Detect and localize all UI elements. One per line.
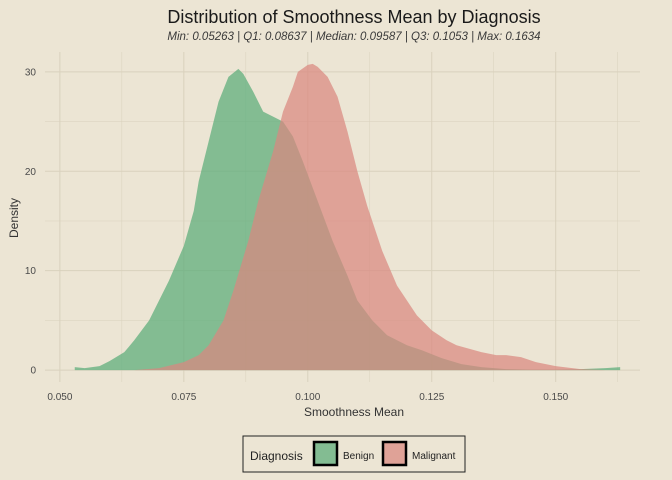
y-axis-ticks: 0 10 20 30	[25, 67, 37, 376]
y-tick-label: 0	[30, 366, 36, 377]
x-tick-label: 0.125	[419, 392, 444, 403]
legend-title: Diagnosis	[250, 449, 303, 463]
legend: Diagnosis Benign Malignant	[242, 435, 466, 473]
y-tick-label: 10	[25, 266, 37, 277]
density-areas	[74, 63, 621, 371]
chart-title: Distribution of Smoothness Mean by Diagn…	[167, 7, 540, 27]
y-tick-label: 30	[25, 67, 37, 78]
x-tick-label: 0.050	[47, 392, 72, 403]
chart-subtitle: Min: 0.05263 | Q1: 0.08637 | Median: 0.0…	[167, 31, 540, 43]
density-area-benign	[74, 68, 621, 371]
legend-key-malignant	[381, 440, 408, 467]
x-tick-label: 0.150	[543, 392, 568, 403]
x-tick-label: 0.100	[295, 392, 320, 403]
legend-label-benign: Benign	[343, 451, 374, 462]
x-tick-label: 0.075	[171, 392, 196, 403]
y-axis-title: Density	[7, 198, 21, 238]
legend-box	[242, 435, 466, 473]
legend-key-benign	[312, 440, 339, 467]
legend-label-malignant: Malignant	[412, 451, 456, 462]
density-area-malignant	[134, 63, 606, 371]
y-tick-label: 20	[25, 167, 37, 178]
x-axis-title: Smoothness Mean	[304, 405, 404, 419]
x-axis-ticks: 0.050 0.075 0.100 0.125 0.150	[47, 392, 568, 403]
